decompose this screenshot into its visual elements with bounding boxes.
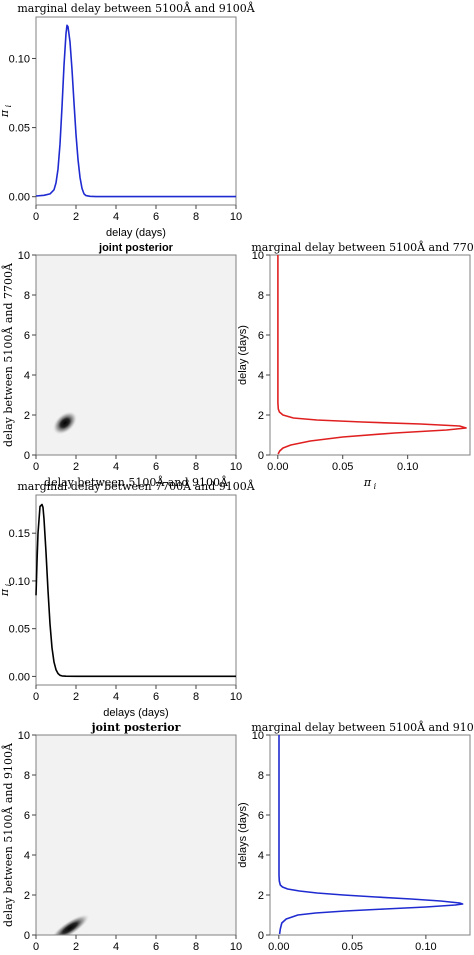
y-axis-label: delay (days): [237, 325, 249, 385]
y-tick-label: 2: [258, 890, 264, 902]
y-tick-label: 10: [252, 730, 264, 742]
y-tick-label: 2: [24, 890, 30, 902]
y-tick-label: 0: [258, 930, 264, 942]
y-tick-label: 0: [24, 930, 30, 942]
chart-p3: marginal delay between 7700Å and 9100Å 0 2…: [0, 479, 256, 719]
y-axis-label: delays (days): [237, 802, 249, 867]
x-tick-label: 8: [193, 941, 199, 953]
y-tick-label: 8: [258, 290, 264, 302]
x-tick-label: 4: [113, 941, 119, 953]
x-tick-label: 4: [113, 691, 119, 703]
y-axis-label: delay between 5100Å and 9100Å: [1, 742, 15, 927]
x-axis-label: π i: [363, 476, 377, 491]
x-tick-label: 0.10: [397, 461, 418, 473]
x-tick-label: 0.05: [342, 941, 363, 953]
x-tick-label: 2: [73, 941, 79, 953]
chart-title: marginal delay between 5100Å and 9100Å: [251, 720, 474, 734]
chart-p2: marginal delay between 5100Å and 7700Å 0.…: [237, 240, 474, 491]
x-axis-label: delay between 5100Å and 9100Å: [44, 475, 229, 489]
chart-title: joint posterior: [98, 242, 174, 254]
x-tick-label: 10: [230, 941, 242, 953]
x-tick-label: 6: [153, 461, 159, 473]
y-axis-label: π i: [0, 104, 13, 118]
y-tick-label: 0.05: [9, 624, 30, 636]
y-tick-label: 4: [24, 370, 30, 382]
x-tick-label: 8: [193, 211, 199, 223]
x-tick-label: 0.00: [268, 941, 289, 953]
y-tick-label: 2: [258, 410, 264, 422]
y-tick-label: 0.15: [9, 528, 30, 540]
y-tick-label: 8: [258, 770, 264, 782]
plot-frame: [35, 734, 237, 936]
plot-frame: [35, 494, 237, 686]
y-tick-label: 0.10: [9, 53, 30, 65]
y-axis-label: delay between 5100Å and 7700Å: [1, 262, 15, 447]
y-tick-label: 0.00: [9, 671, 30, 683]
x-tick-label: 8: [193, 461, 199, 473]
x-tick-label: 0: [33, 691, 39, 703]
y-axis-label: π i: [0, 583, 13, 597]
x-tick-label: 0.05: [332, 461, 353, 473]
x-axis-label: delay (days): [106, 227, 166, 239]
y-tick-label: 6: [258, 810, 264, 822]
y-tick-label: 6: [258, 330, 264, 342]
series-line: [35, 503, 236, 678]
chart-title: marginal delay between 5100Å and 7700Å: [251, 240, 474, 254]
x-tick-label: 10: [230, 691, 242, 703]
heatmap-background: [36, 735, 236, 935]
series-line: [35, 24, 236, 198]
x-tick-label: 0: [33, 211, 39, 223]
x-tick-label: 6: [153, 941, 159, 953]
y-tick-label: 8: [24, 290, 30, 302]
y-tick-label: 0: [258, 450, 264, 462]
x-tick-label: 4: [113, 211, 119, 223]
y-tick-label: 10: [18, 250, 30, 262]
y-tick-label: 10: [18, 730, 30, 742]
x-tick-label: 2: [73, 461, 79, 473]
y-tick-label: 8: [24, 770, 30, 782]
plot-frame: [269, 254, 471, 456]
x-tick-label: 0.00: [267, 461, 288, 473]
x-tick-label: 6: [153, 691, 159, 703]
x-tick-label: 10: [230, 211, 242, 223]
y-tick-label: 0.00: [9, 192, 30, 204]
y-tick-label: 0.10: [9, 576, 30, 588]
y-tick-label: 6: [24, 330, 30, 342]
plot-frame: [35, 16, 237, 206]
y-tick-label: 10: [252, 250, 264, 262]
x-tick-label: 2: [73, 211, 79, 223]
x-tick-label: 2: [73, 691, 79, 703]
x-tick-label: 8: [193, 691, 199, 703]
chart-title: marginal delay between 5100Å and 9100Å: [17, 1, 255, 15]
series-line: [277, 255, 467, 455]
plot-frame: [35, 254, 237, 456]
x-tick-label: 10: [230, 461, 242, 473]
y-tick-label: 4: [258, 850, 264, 862]
x-tick-label: 4: [113, 461, 119, 473]
y-tick-label: 4: [24, 850, 30, 862]
x-tick-label: 0.10: [415, 941, 436, 953]
y-tick-label: 6: [24, 810, 30, 822]
y-tick-label: 0.05: [9, 123, 30, 135]
y-tick-label: 0: [24, 450, 30, 462]
posterior-density-blob: [52, 411, 78, 435]
x-tick-label: 6: [153, 211, 159, 223]
chart-p4: marginal delay between 5100Å and 9100Å 0.…: [237, 720, 474, 953]
y-tick-label: 2: [24, 410, 30, 422]
chart-title: marginal delay between 7700Å and 9100Å: [17, 479, 255, 493]
series-line: [278, 735, 464, 935]
x-tick-label: 0: [33, 461, 39, 473]
y-tick-label: 4: [258, 370, 264, 382]
plot-frame: [269, 734, 471, 936]
x-tick-label: 0: [33, 941, 39, 953]
chart-title: joint posterior: [91, 721, 181, 734]
x-axis-label: delays (days): [103, 707, 168, 719]
chart-p1: marginal delay between 5100Å and 9100Å 0 2…: [0, 1, 256, 239]
posterior-density-blob: [50, 913, 90, 935]
